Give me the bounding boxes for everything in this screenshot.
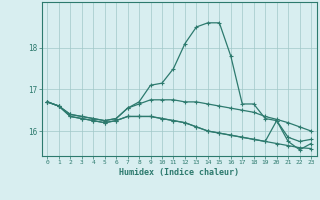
X-axis label: Humidex (Indice chaleur): Humidex (Indice chaleur): [119, 168, 239, 177]
